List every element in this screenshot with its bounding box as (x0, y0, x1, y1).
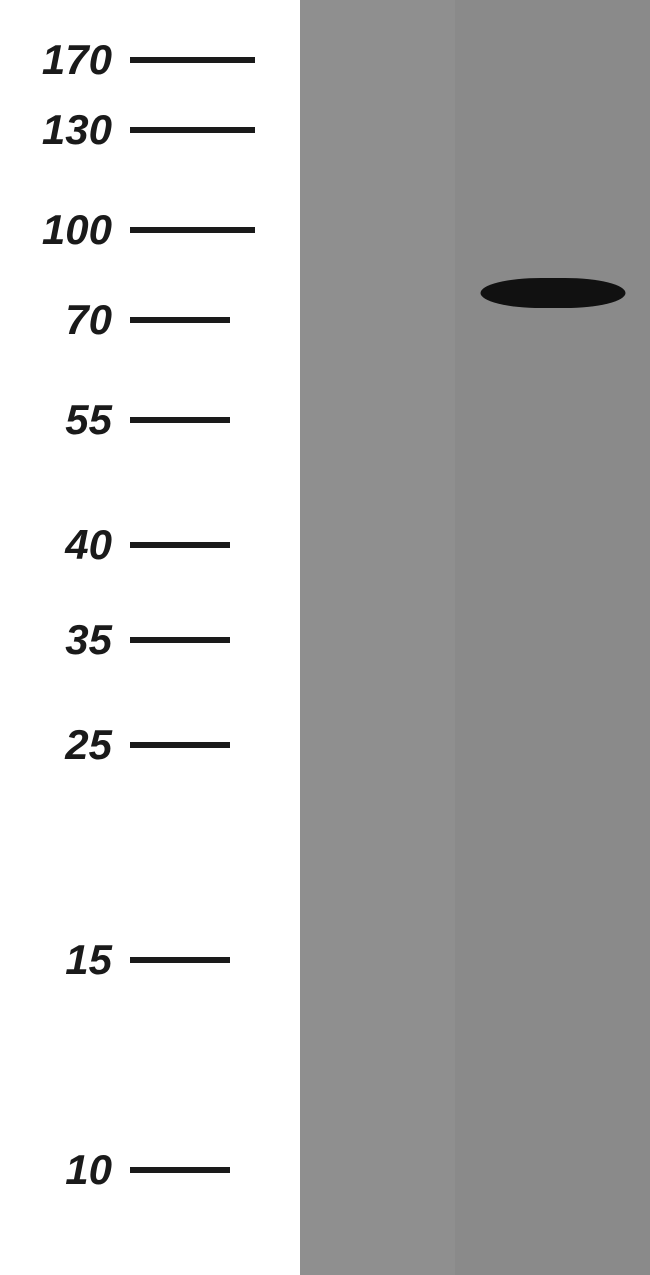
marker-tick (130, 57, 255, 63)
marker-row: 130 (0, 109, 300, 151)
blot-lane (300, 0, 455, 1275)
marker-tick (130, 637, 230, 643)
marker-row: 100 (0, 209, 300, 251)
marker-tick (130, 317, 230, 323)
marker-tick (130, 127, 255, 133)
marker-row: 40 (0, 524, 300, 566)
marker-label: 130 (0, 106, 130, 154)
marker-label: 25 (0, 721, 130, 769)
marker-tick (130, 417, 230, 423)
marker-row: 15 (0, 939, 300, 981)
marker-row: 25 (0, 724, 300, 766)
marker-label: 70 (0, 296, 130, 344)
marker-row: 35 (0, 619, 300, 661)
blot-lane (455, 0, 650, 1275)
marker-tick (130, 1167, 230, 1173)
marker-tick (130, 742, 230, 748)
marker-row: 70 (0, 299, 300, 341)
ladder-area: 170 130 100 70 55 40 35 25 15 10 (0, 0, 300, 1275)
marker-tick (130, 542, 230, 548)
blot-band (480, 278, 625, 308)
marker-label: 170 (0, 36, 130, 84)
blot-area (300, 0, 650, 1275)
marker-tick (130, 957, 230, 963)
marker-tick (130, 227, 255, 233)
marker-label: 35 (0, 616, 130, 664)
marker-label: 15 (0, 936, 130, 984)
marker-label: 40 (0, 521, 130, 569)
marker-row: 55 (0, 399, 300, 441)
marker-label: 10 (0, 1146, 130, 1194)
marker-label: 55 (0, 396, 130, 444)
marker-row: 170 (0, 39, 300, 81)
marker-label: 100 (0, 206, 130, 254)
marker-row: 10 (0, 1149, 300, 1191)
